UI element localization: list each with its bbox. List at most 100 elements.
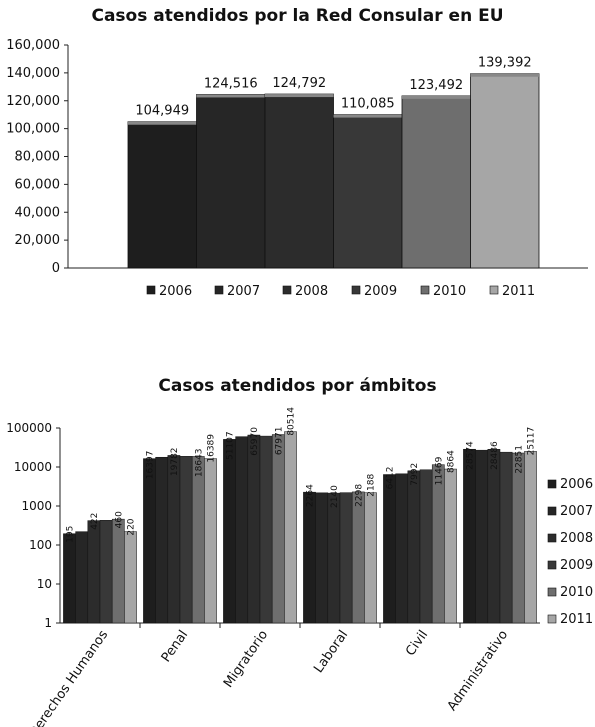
chart2-data-label: 28574 [466,441,476,470]
chart2-bar [124,531,137,624]
chart2-category-label: Migratorio [221,628,271,691]
chart2-data-label: 80514 [287,407,297,436]
chart2-data-label: 65970 [250,427,260,456]
chart2-data-label: 7992 [410,463,420,486]
chart2-bar [463,448,476,624]
chart2-data-label: 422 [90,513,100,530]
chart1-bar-top [333,114,402,118]
chart2-legend-swatch [547,614,557,624]
chart2-bar [339,492,353,624]
chart1-bar [401,95,471,269]
chart1-data-label: 124,516 [204,76,258,91]
chart1-legend-label: 2006 [159,284,192,299]
chart1-legend-swatch [420,285,430,295]
chart2-category-label: Penal [159,628,191,665]
chart1-y-tick-label: 120,000 [6,94,60,109]
chart2-bar [284,431,297,624]
chart1-data-label: 139,392 [478,56,532,71]
chart2-legend-swatch [547,506,557,516]
chart2-bar [303,491,316,624]
chart2-legend-label: 2009 [560,558,593,573]
chart2-bar [315,492,329,624]
chart2-legend-swatch [547,533,557,543]
chart2-data-label: 19782 [170,447,180,476]
chart2-legend-swatch [547,560,557,570]
chart2-bar [271,434,285,624]
chart2-bar [259,435,273,624]
chart2-data-label: 25117 [527,427,537,456]
chart1-data-label: 110,085 [341,97,395,112]
chart1-y-tick-label: 60,000 [15,177,61,192]
chart2-data-label: 2140 [330,485,340,508]
chart1-legend-swatch [282,285,292,295]
chart2-bar [511,452,525,624]
chart2-bar [431,464,445,624]
chart2-y-tick-label: 100000 [6,421,52,435]
chart2-bar [475,449,489,624]
chart2-category-label: Administrativo [445,628,512,714]
chart2-legend-label: 2011 [560,612,593,627]
chart1-svg: 0 20,000 40,000 60,000 80,000 100,000 120,000 1… [6,38,588,299]
chart1-data-label: 104,949 [135,104,189,119]
chart2-bar [524,451,537,624]
chart1-bar-top [470,73,539,77]
chart1-legend-swatch [489,285,499,295]
chart2-legend-label: 2010 [560,585,593,600]
chart2-bar [111,518,125,624]
chart2-data-label: 195 [66,526,76,543]
chart1-y-tick-label: 0 [52,261,60,276]
chart2-data-label: 2188 [367,474,377,497]
chart1-bar-top [402,95,471,99]
chart2-bar [499,451,513,624]
chart2-y-tick-label: 1000 [21,499,52,513]
chart2-bar [247,434,261,624]
chart1-y-tick-label: 40,000 [15,205,61,220]
chart2-data-label: 51107 [226,431,236,460]
chart2-bar [155,456,169,624]
chart2-data-label: 18643 [194,448,204,477]
chart2-category-label: Civil [403,628,431,659]
chart1-data-label: 123,492 [409,78,463,93]
chart2-bar [167,455,181,624]
chart2-bar [351,491,365,624]
chart2-data-label: 2264 [306,484,316,507]
chart1-legend-swatch [214,285,224,295]
chart2-bar [99,520,113,624]
chart2-bar [143,458,156,624]
chart2-bar [444,468,457,624]
chart2-bar [179,456,193,624]
chart1-legend-label: 2009 [364,284,397,299]
chart2-bar [63,533,76,624]
chart2-data-label: 16389 [207,434,217,463]
chart2-data-label: 460 [114,511,124,528]
chart1-legend-label: 2007 [227,284,260,299]
chart2-data-label: 6412 [386,467,396,490]
chart1-bar-top [265,94,334,98]
chart1-y-tick-label: 80,000 [15,150,61,165]
chart1-y-tick-label: 100,000 [6,122,60,137]
chart2-data-label: 8864 [447,450,457,473]
chart1-bar [127,121,197,269]
chart1-y-tick-label: 20,000 [15,233,61,248]
chart1-bar-top [128,121,197,125]
chart2-y-tick-label: 10000 [14,460,52,474]
chart2-bar [407,470,421,624]
chart2-title: Casos atendidos por ámbitos [158,376,437,396]
chart2-bar [395,473,409,624]
chart2-bar [75,531,89,624]
chart2-legend-label: 2006 [560,477,593,492]
chart1-bar-top [196,94,265,98]
chart2-legend-swatch [547,587,557,597]
chart2-legend-label: 2008 [560,531,593,546]
chart1-bar [264,93,334,269]
chart2-bar [383,474,396,624]
chart1-legend-swatch [351,285,361,295]
chart2-data-label: 16397 [146,451,156,480]
chart2-data-label: 22851 [514,445,524,474]
chart2-data-label: 2298 [354,484,364,507]
chart2-category-label: Laboral [311,628,351,676]
chart2-bar [223,439,236,624]
chart1-legend-swatch [146,285,156,295]
chart2-data-label: 11469 [434,456,444,485]
